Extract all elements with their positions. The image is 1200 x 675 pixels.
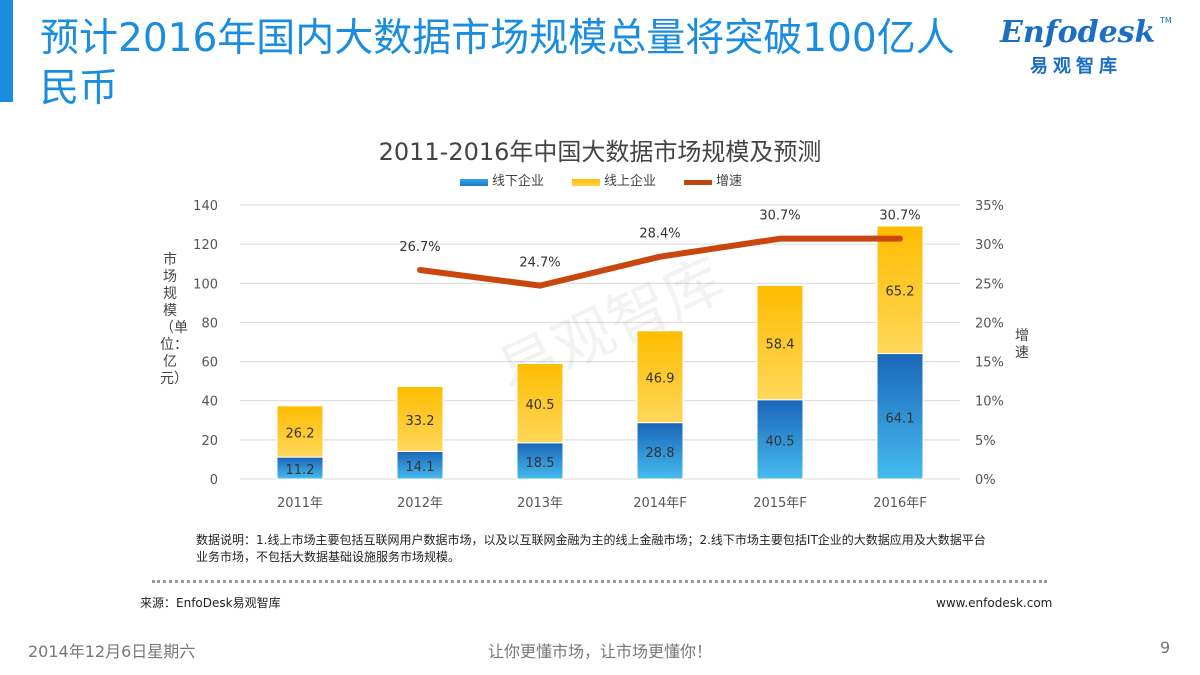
logo-trademark: TM bbox=[1160, 16, 1172, 25]
chart-legend: 线下企业 线上企业 增速 bbox=[0, 172, 1200, 192]
footer-date: 2014年12月6日星期六 bbox=[28, 642, 196, 661]
growth-label: 26.7% bbox=[399, 240, 440, 255]
legend-swatch-growth bbox=[684, 180, 712, 185]
bar-offline bbox=[636, 422, 684, 480]
data-label-offline: 40.5 bbox=[766, 434, 795, 449]
x-tick-label: 2016年F bbox=[873, 496, 927, 511]
data-label-offline: 64.1 bbox=[886, 411, 915, 426]
data-label-online: 65.2 bbox=[886, 285, 915, 300]
x-tick-label: 2013年 bbox=[517, 496, 563, 511]
x-tick-label: 2015年F bbox=[753, 496, 807, 511]
data-label-online: 26.2 bbox=[286, 426, 315, 441]
bar-online bbox=[876, 225, 924, 355]
chart-title: 2011-2016年中国大数据市场规模及预测 bbox=[378, 138, 822, 166]
data-label-offline: 18.5 bbox=[526, 456, 555, 471]
y2-tick-label: 5% bbox=[975, 434, 996, 449]
x-tick-label: 2012年 bbox=[397, 496, 443, 511]
logo-chinese-name: 易观智库 bbox=[1030, 56, 1122, 77]
legend-label-growth: 增速 bbox=[716, 174, 743, 189]
data-note: 数据说明：1.线上市场主要包括互联网用户数据市场，以及以互联网金融为主的线上金融… bbox=[196, 533, 986, 564]
bar-offline bbox=[516, 442, 564, 480]
bar-online bbox=[276, 405, 324, 458]
y-axis-label-right: 增速 bbox=[1015, 328, 1029, 361]
y-tick-label: 140 bbox=[193, 199, 218, 214]
y-tick-label: 0 bbox=[210, 473, 218, 488]
source-text: 来源：EnfoDesk易观智库 bbox=[140, 596, 281, 610]
y2-tick-label: 30% bbox=[975, 238, 1004, 253]
y-tick-label: 20 bbox=[201, 434, 218, 449]
data-label-online: 33.2 bbox=[406, 414, 435, 429]
bar-online bbox=[396, 385, 444, 452]
growth-line bbox=[417, 235, 903, 289]
grid-layer bbox=[240, 204, 960, 480]
growth-label: 24.7% bbox=[519, 256, 560, 271]
growth-label: 30.7% bbox=[759, 209, 800, 224]
legend-swatch-offline bbox=[460, 179, 488, 186]
slide-title: 预计2016年国内大数据市场规模总量将突破100亿人民币 bbox=[40, 16, 955, 111]
page-number: 9 bbox=[1160, 638, 1171, 657]
logo-wordmark: Enfodesk bbox=[1000, 15, 1156, 50]
website-text: www.enfodesk.com bbox=[936, 596, 1053, 610]
x-tick-label: 2011年 bbox=[277, 496, 323, 511]
y2-tick-label: 15% bbox=[975, 356, 1004, 371]
bar-offline bbox=[876, 353, 924, 480]
y-tick-label: 120 bbox=[193, 238, 218, 253]
y2-tick-label: 35% bbox=[975, 199, 1004, 214]
y2-tick-label: 10% bbox=[975, 395, 1004, 410]
enfodesk-logo: Enfodesk TM 易观智库 bbox=[1000, 15, 1172, 88]
y-tick-label: 60 bbox=[201, 356, 218, 371]
growth-label: 28.4% bbox=[639, 227, 680, 242]
legend-swatch-online bbox=[572, 179, 600, 186]
growth-label: 30.7% bbox=[879, 209, 920, 224]
footer-slogan: 让你更懂市场，让市场更懂你！ bbox=[487, 642, 712, 661]
legend-label-online: 线上企业 bbox=[604, 174, 657, 189]
data-label-online: 40.5 bbox=[526, 398, 555, 413]
y2-tick-label: 20% bbox=[975, 316, 1004, 331]
bar-online bbox=[756, 284, 804, 401]
data-label-offline: 28.8 bbox=[646, 446, 675, 461]
y2-tick-label: 25% bbox=[975, 277, 1004, 292]
y-tick-label: 40 bbox=[201, 395, 218, 410]
y-tick-label: 100 bbox=[193, 277, 218, 292]
data-label-online: 46.9 bbox=[646, 372, 675, 387]
bar-offline bbox=[756, 399, 804, 480]
bar-layer bbox=[276, 225, 924, 480]
bar-offline bbox=[396, 450, 444, 480]
line-layer bbox=[417, 235, 903, 289]
label-layer: 0 20 40 60 80 100 120 140 0% 5% 10% 15% 20% 25% 30% 35%… bbox=[193, 199, 1004, 511]
data-label-offline: 14.1 bbox=[406, 460, 435, 475]
data-label-offline: 11.2 bbox=[286, 463, 315, 478]
x-tick-label: 2014年F bbox=[633, 496, 687, 511]
title-accent-bar bbox=[0, 0, 13, 102]
data-label-online: 58.4 bbox=[766, 338, 795, 353]
bar-online bbox=[636, 330, 684, 424]
separator-line bbox=[152, 580, 1047, 583]
legend-label-offline: 线下企业 bbox=[492, 174, 545, 189]
bar-online bbox=[516, 363, 564, 444]
y2-tick-label: 0% bbox=[975, 473, 996, 488]
y-axis-label-left: 市场规模（单位：亿元） bbox=[160, 252, 188, 387]
y-tick-label: 80 bbox=[201, 316, 218, 331]
